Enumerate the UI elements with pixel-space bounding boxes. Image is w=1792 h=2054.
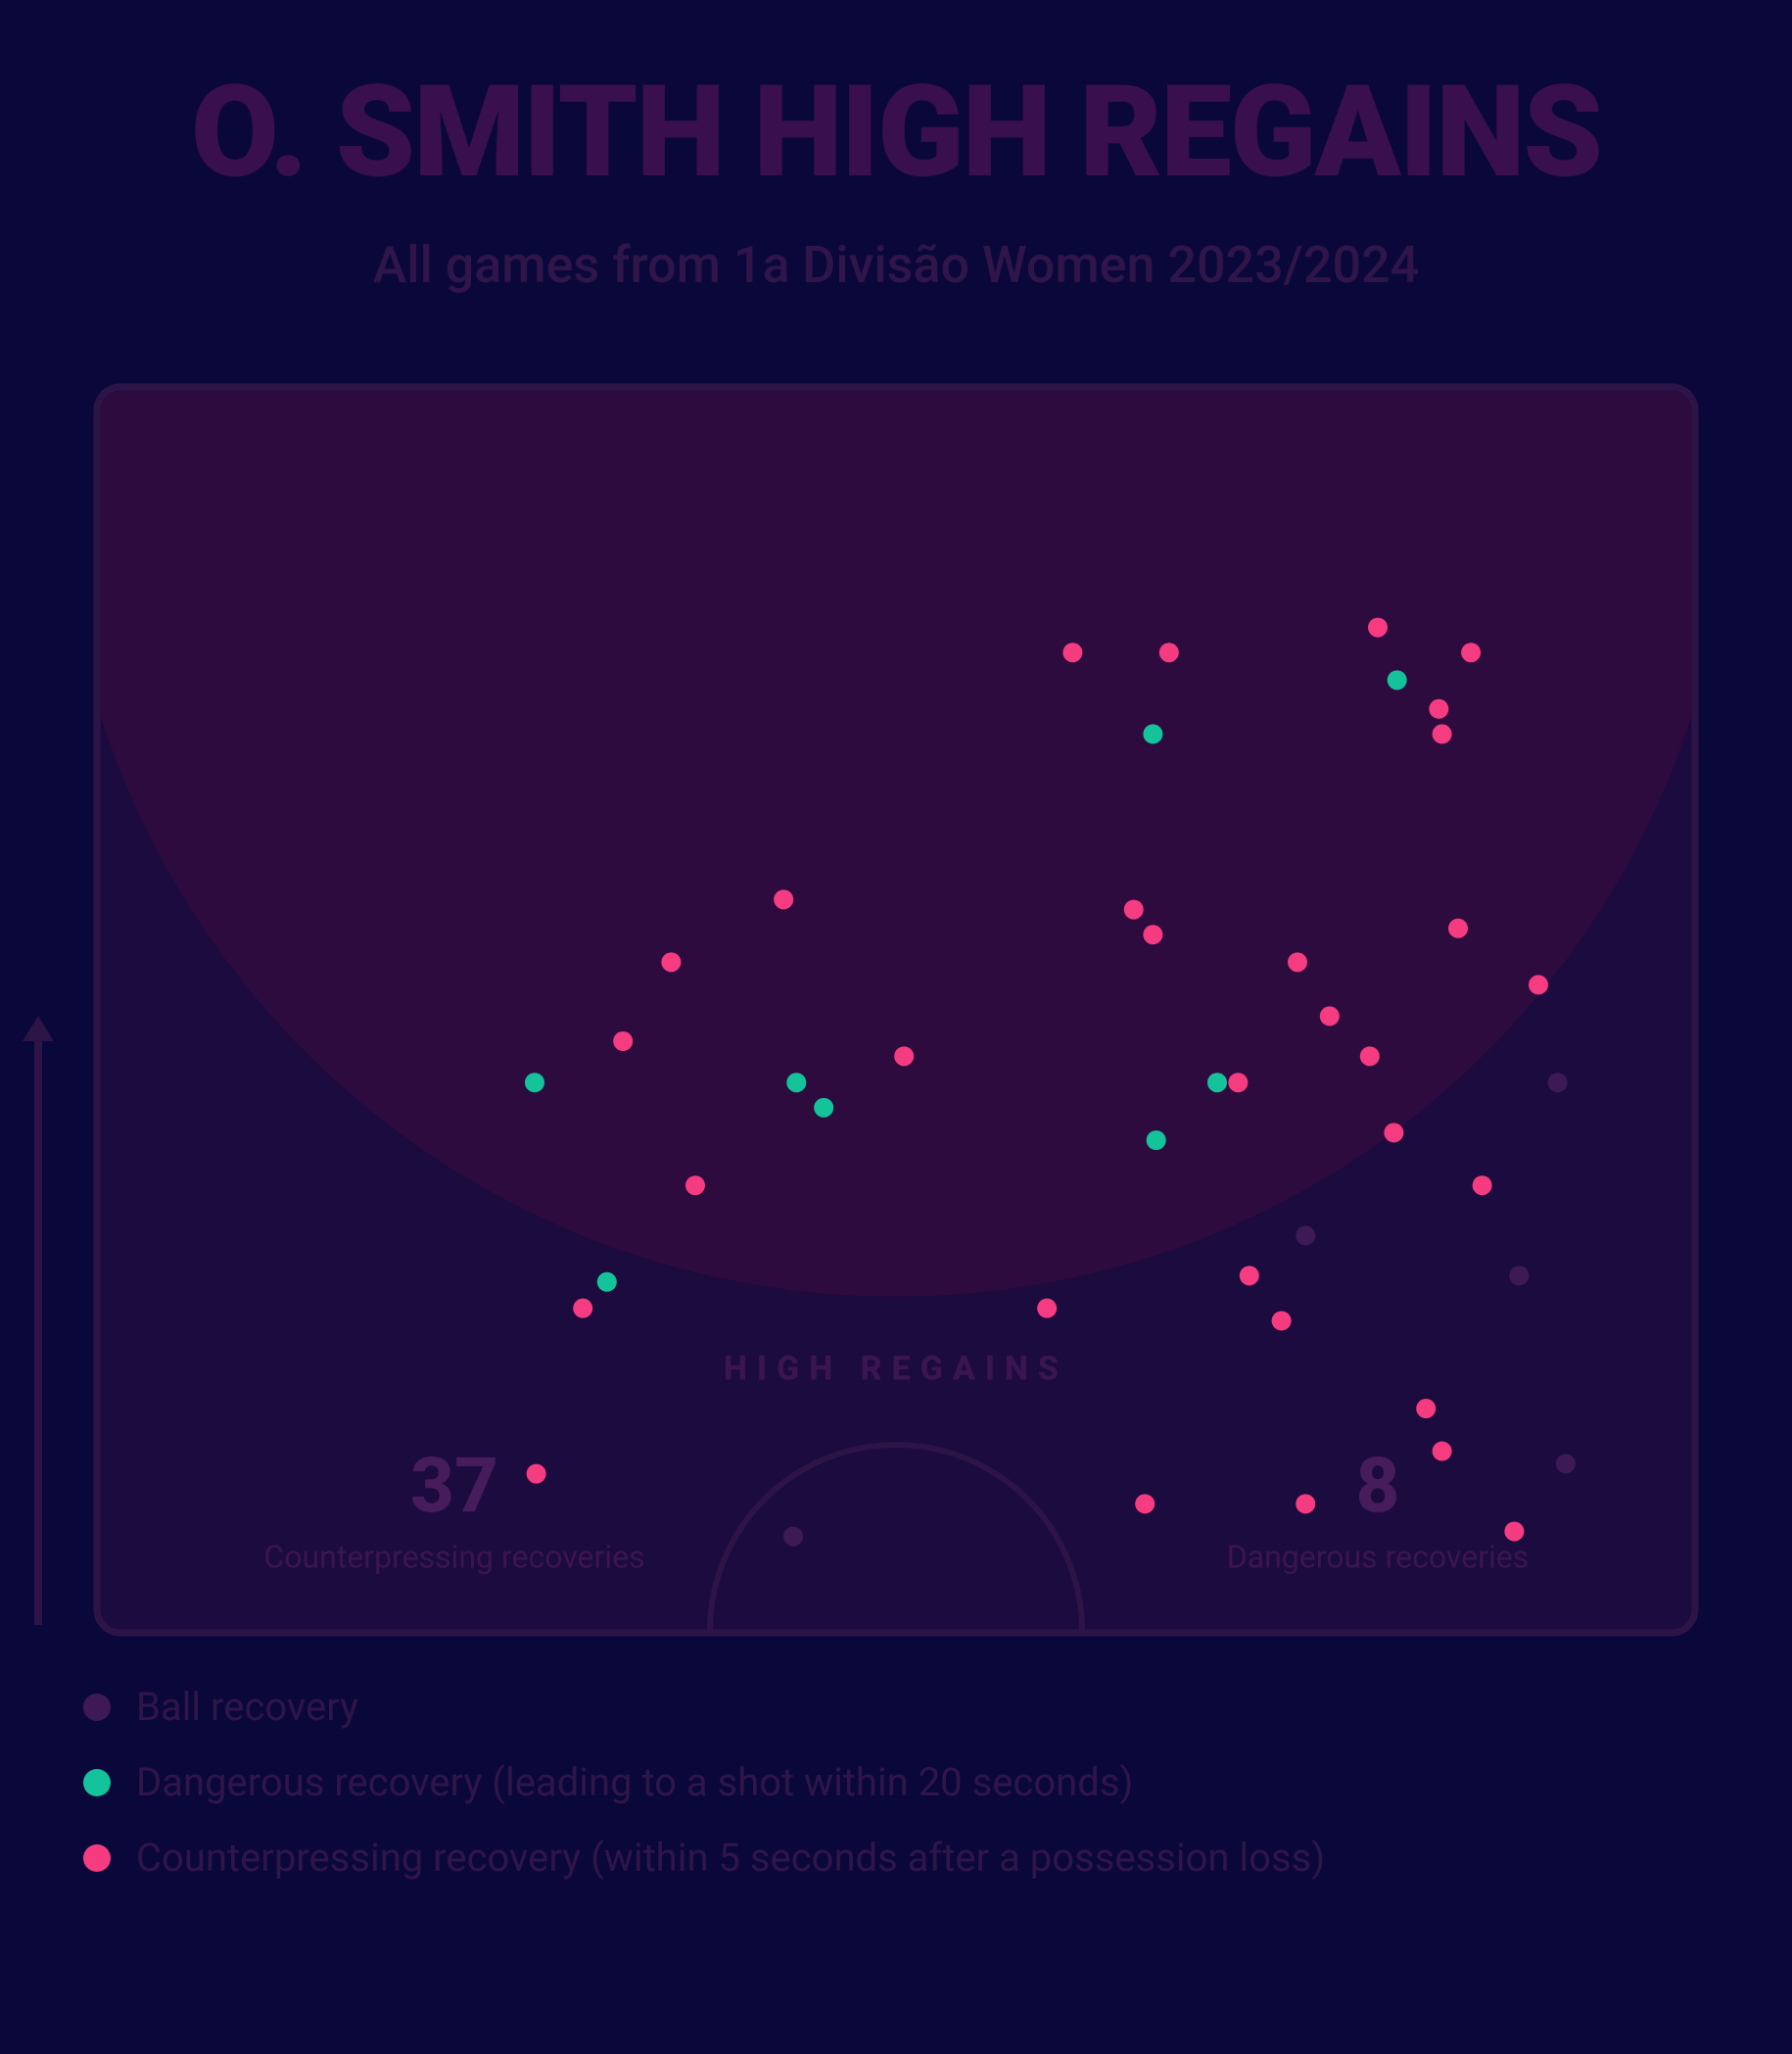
point-counterpress [1448,919,1468,938]
point-dangerous [786,1073,806,1092]
legend-item-counterpress: Counterpressing recovery (within 5 secon… [83,1835,1728,1881]
point-counterpress [1296,1494,1315,1513]
legend-label: Counterpressing recovery (within 5 secon… [136,1835,1325,1881]
point-counterpress [1461,643,1481,662]
legend-swatch [83,1769,111,1796]
point-counterpress [1416,1399,1436,1418]
pitch-container: HIGH REGAINS 37 Counterpressing recoveries… [93,383,1699,1637]
legend: Ball recovery Dangerous recovery (leading… [83,1684,1728,1881]
attack-direction-arrow [34,1037,42,1625]
point-counterpress [661,952,681,972]
point-counterpress [1143,925,1162,944]
point-counterpress [1368,618,1388,638]
legend-label: Ball recovery [136,1684,358,1730]
point-counterpress [1384,1123,1403,1142]
pitch-chart: HIGH REGAINS 37 Counterpressing recoveries… [93,383,1699,1637]
point-counterpress [1037,1299,1057,1318]
point-counterpress [1320,1006,1340,1026]
chart-title: O. SMITH HIGH REGAINS [64,69,1728,196]
point-counterpress [613,1031,633,1051]
legend-item-ball: Ball recovery [83,1684,1728,1730]
point-counterpress [1529,975,1548,994]
point-ball [1296,1225,1315,1245]
point-counterpress [1124,900,1144,920]
point-counterpress [1159,643,1179,662]
point-counterpress [685,1175,705,1195]
point-counterpress [1135,1494,1155,1513]
chart-subtitle: All games from 1a Divisão Women 2023/202… [64,235,1728,295]
legend-label: Dangerous recovery (leading to a shot wi… [136,1759,1133,1805]
point-dangerous [814,1098,833,1118]
point-counterpress [1062,643,1082,662]
point-dangerous [1388,670,1407,690]
point-counterpress [1228,1073,1248,1092]
point-counterpress [573,1299,592,1318]
point-counterpress [1433,1442,1452,1461]
point-counterpress [1360,1046,1380,1066]
legend-swatch [83,1694,111,1721]
point-counterpress [1288,952,1307,972]
point-counterpress [1272,1311,1292,1330]
point-ball [1556,1454,1576,1473]
zone-label: HIGH REGAINS [724,1350,1068,1389]
point-dangerous [525,1073,544,1092]
stat-right-value: 8 [1356,1442,1400,1531]
point-counterpress [774,889,793,909]
point-counterpress [1429,699,1448,719]
point-counterpress [1433,724,1452,743]
point-counterpress [1240,1266,1259,1285]
stat-left-value: 37 [410,1442,498,1531]
point-ball [1509,1266,1529,1285]
point-counterpress [1473,1175,1492,1195]
point-counterpress [894,1046,914,1066]
point-dangerous [1143,724,1162,743]
point-counterpress [527,1464,546,1484]
legend-swatch [83,1844,111,1872]
legend-item-dangerous: Dangerous recovery (leading to a shot wi… [83,1759,1728,1805]
point-counterpress [1504,1521,1524,1541]
point-ball [1548,1073,1568,1092]
point-dangerous [1207,1073,1227,1092]
point-dangerous [1147,1130,1166,1150]
point-ball [783,1527,803,1547]
stat-left-label: Counterpressing recoveries [263,1539,644,1576]
point-dangerous [597,1272,617,1292]
stat-right-label: Dangerous recoveries [1227,1539,1530,1576]
